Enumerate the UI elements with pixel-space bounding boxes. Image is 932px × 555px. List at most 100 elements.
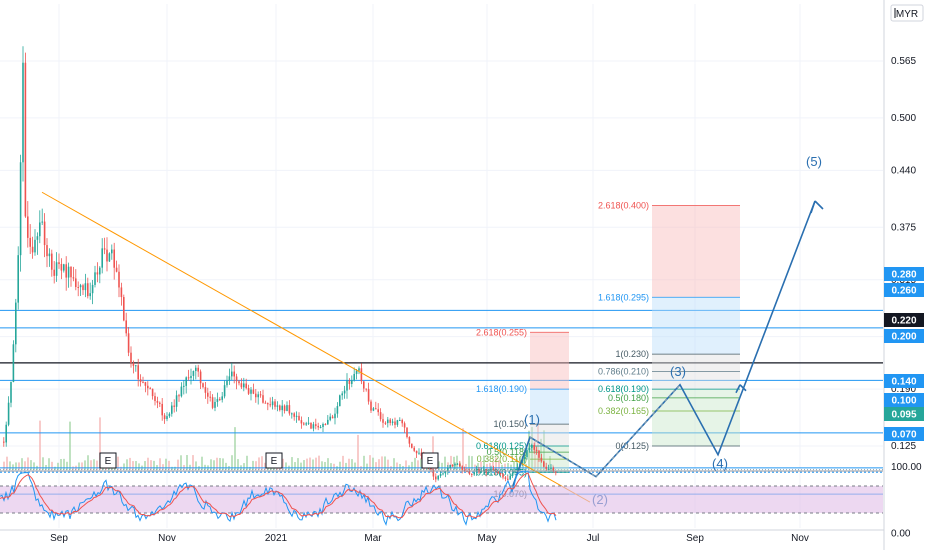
fib-boxes: 2.618(0.255) 1.618(0.190) 1(0.150) 0.618(0.… (476, 200, 740, 499)
candle-body (451, 465, 454, 467)
candle-body (159, 402, 161, 404)
candle-body (293, 413, 295, 417)
earnings-marker-box (421, 452, 439, 469)
candle-body (185, 377, 187, 386)
volume-bar (48, 458, 50, 470)
candle-body (125, 320, 127, 334)
candle-body (461, 466, 463, 470)
candle-body (197, 367, 199, 372)
candle-body (286, 405, 288, 411)
candle-body (113, 249, 115, 268)
candle-body (538, 450, 540, 458)
price-labels: 0.280 0.260 0.220 0.200 0.140 0.100 0.095 0.070 (884, 267, 924, 441)
candle-body (531, 444, 533, 448)
candle-body (195, 367, 197, 371)
fib2-zone-blue (652, 297, 740, 355)
time-axis-tick: May (478, 533, 497, 544)
candle-body (271, 401, 274, 406)
volume-bar (186, 455, 188, 470)
candle-body (487, 471, 490, 473)
volume-bar (483, 455, 485, 470)
candle-body (310, 422, 312, 429)
earnings-marker-label: E (271, 456, 278, 467)
candle-body (403, 423, 406, 428)
volume-bar (462, 428, 464, 470)
volume-bar (363, 455, 365, 470)
volume-bar (342, 455, 344, 470)
candle-body (84, 283, 87, 291)
candle-body (408, 437, 411, 444)
volume-bar (543, 430, 545, 470)
volume-bar (504, 463, 506, 470)
candle-body (298, 415, 300, 421)
volume-bar (405, 460, 407, 470)
time-axis-tick: Nov (158, 533, 176, 544)
candle-body (156, 401, 159, 403)
volume-bar (252, 460, 254, 470)
price-label-text: 0.260 (891, 286, 916, 297)
volume-bar (264, 462, 266, 470)
candle-body (219, 398, 221, 400)
candle-body (168, 413, 171, 417)
candle-body (5, 424, 7, 443)
candle-body (281, 405, 283, 411)
volume-bar (351, 459, 353, 470)
volume-bar (153, 460, 155, 470)
volume-bar (222, 458, 224, 470)
candle-body (526, 450, 528, 458)
earnings-marker-box (99, 452, 117, 469)
candle-body (389, 419, 391, 423)
wave-label: (3) (670, 364, 686, 379)
wave-label: (5) (806, 154, 822, 169)
candle-body (29, 237, 31, 247)
candle-body (55, 262, 58, 276)
candle-body (351, 380, 353, 384)
volume-bar (93, 459, 95, 470)
fib1-zone-grey (530, 424, 569, 446)
candle-body (401, 419, 403, 424)
candle-body (226, 380, 228, 386)
candle-body (394, 421, 396, 425)
candle-body (300, 420, 303, 424)
rsi-axis-tick: 100.00 (891, 462, 922, 473)
volume-bar (525, 463, 527, 470)
candle-body (449, 465, 451, 469)
candle-body (540, 457, 543, 462)
candle-body (439, 473, 442, 476)
volume-bar (162, 464, 164, 470)
rsi-signal-line (0, 472, 557, 519)
candle-body (190, 375, 192, 379)
candle-body (334, 413, 336, 419)
candle-body (17, 255, 19, 303)
candle-body (490, 468, 492, 472)
volume-bar (201, 456, 203, 470)
candle-body (257, 394, 259, 398)
candle-body (267, 403, 269, 405)
price-axis-tick: 0.125 (891, 441, 916, 452)
volume-bar (9, 461, 11, 470)
candle-body (22, 62, 24, 163)
candle-body (149, 388, 151, 390)
candle-body (492, 468, 495, 471)
candle-body (106, 249, 108, 262)
price-axis-tick: 0.565 (891, 56, 916, 67)
fib1-level-label: 1(0.150) (493, 419, 527, 429)
candle-body (214, 401, 216, 408)
candle-body (372, 408, 375, 411)
wave-label: (4) (712, 456, 728, 471)
candle-body (442, 473, 444, 475)
volume-bar (456, 455, 458, 470)
candle-body (77, 286, 79, 288)
candle-body (216, 398, 219, 402)
volume-bar (12, 464, 14, 470)
fib1-zone-red (530, 332, 569, 390)
candle-body (483, 469, 485, 472)
candle-body (67, 266, 70, 278)
candle-body (63, 264, 65, 271)
candle-body (147, 385, 149, 389)
volume-bar (6, 456, 8, 470)
volume-bar (309, 457, 311, 470)
candle-body (324, 424, 327, 426)
candle-body (552, 467, 555, 472)
